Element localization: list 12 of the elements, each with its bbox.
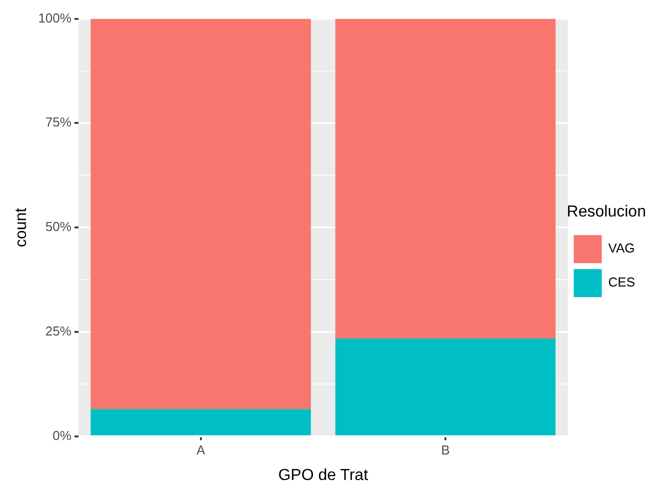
y-tick-label: 0% [52, 428, 72, 443]
legend-label: VAG [608, 240, 635, 256]
x-axis-title: GPO de Trat [278, 466, 369, 484]
legend-label: CES [608, 274, 636, 290]
y-axis-title: count [13, 207, 30, 248]
y-tick-label: 25% [45, 323, 72, 338]
y-tick-label: 100% [38, 10, 72, 26]
x-tick-label: A [196, 442, 206, 458]
legend-title: Resolucion [566, 203, 646, 220]
y-tick-label: 50% [45, 219, 72, 234]
y-tick-label: 75% [45, 114, 72, 130]
x-tick-label: B [441, 442, 450, 458]
